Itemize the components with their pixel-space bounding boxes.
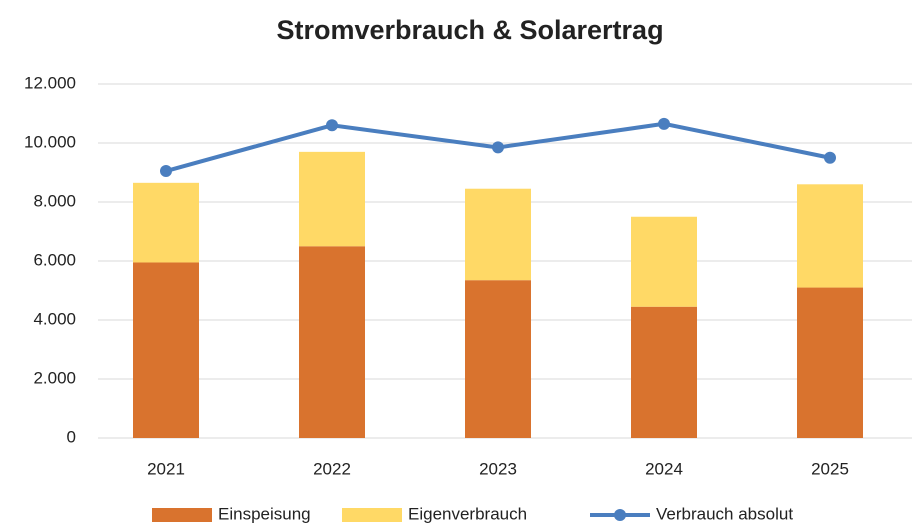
line-marker <box>326 119 338 132</box>
bar-segment <box>465 188 531 281</box>
line-marker <box>824 151 836 164</box>
bar-segment <box>797 287 863 438</box>
y-tick-label: 10.000 <box>24 132 76 151</box>
legend-label: Einspeisung <box>218 504 311 523</box>
legend-swatch <box>342 508 402 522</box>
legend-swatch <box>614 509 626 521</box>
bar-segment <box>133 262 199 438</box>
line-marker <box>160 165 172 178</box>
chart-title: Stromverbrauch & Solarertrag <box>276 15 663 45</box>
bar-segment <box>797 184 863 288</box>
y-tick-label: 0 <box>67 427 76 446</box>
bar-segment <box>631 216 697 307</box>
bar-segment <box>299 246 365 438</box>
y-tick-label: 6.000 <box>33 250 76 269</box>
x-tick-label: 2024 <box>645 459 683 478</box>
legend-label: Eigenverbrauch <box>408 504 527 523</box>
line-marker <box>492 141 504 154</box>
legend-label: Verbrauch absolut <box>656 504 793 523</box>
x-tick-label: 2021 <box>147 459 185 478</box>
y-tick-label: 4.000 <box>33 309 76 328</box>
x-tick-label: 2025 <box>811 459 849 478</box>
bar-segment <box>465 280 531 438</box>
y-tick-label: 2.000 <box>33 368 76 387</box>
x-tick-label: 2023 <box>479 459 517 478</box>
bar-segment <box>299 151 365 247</box>
y-tick-label: 8.000 <box>33 191 76 210</box>
line-marker <box>658 117 670 130</box>
bar-segment <box>631 306 697 438</box>
legend-swatch <box>152 508 212 522</box>
bar-segment <box>133 182 199 263</box>
y-tick-label: 12.000 <box>24 73 76 92</box>
x-tick-label: 2022 <box>313 459 351 478</box>
